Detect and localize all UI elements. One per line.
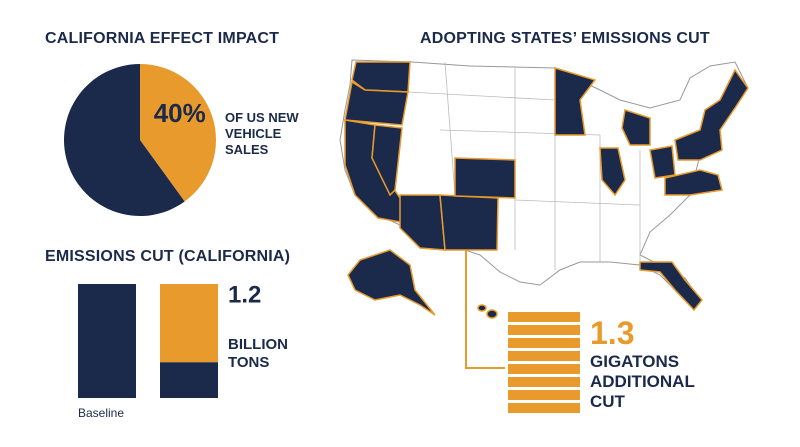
state	[554, 66, 597, 136]
pie-annotation: OF US NEW VEHICLE SALES	[225, 110, 299, 157]
state	[639, 261, 703, 312]
pie-slice	[140, 64, 216, 202]
bar-annotation: BILLION TONS	[228, 336, 288, 371]
state	[344, 80, 409, 126]
hawaii	[486, 309, 498, 319]
pie-value-label: 40%	[154, 98, 206, 128]
state	[399, 194, 446, 251]
bar-segment	[160, 284, 218, 363]
map-annotation: GIGATONS ADDITIONAL CUT	[590, 352, 695, 411]
pie-title: CALIFORNIA EFFECT IMPACT	[45, 30, 280, 47]
callout-stripes	[508, 312, 580, 413]
state	[621, 109, 651, 146]
bar-segment	[160, 362, 218, 398]
bar-title: EMISSIONS CUT (CALIFORNIA)	[45, 248, 291, 265]
map-value: 1.3	[590, 315, 635, 351]
pie-slice	[63, 64, 185, 216]
state	[674, 68, 749, 161]
bar-segment	[78, 284, 136, 398]
callout-line	[465, 250, 505, 369]
state	[599, 147, 626, 197]
state	[664, 169, 723, 196]
state	[371, 124, 403, 197]
map-title: ADOPTING STATES’ EMISSIONS CUT	[420, 30, 710, 47]
state	[454, 157, 516, 199]
hawaii	[477, 304, 487, 312]
state	[649, 145, 676, 179]
alaska	[347, 249, 436, 316]
state	[439, 194, 499, 251]
us-map	[339, 59, 749, 319]
x-tick-label: Baseline	[78, 406, 124, 420]
bar-value-label: 1.2	[228, 281, 261, 308]
